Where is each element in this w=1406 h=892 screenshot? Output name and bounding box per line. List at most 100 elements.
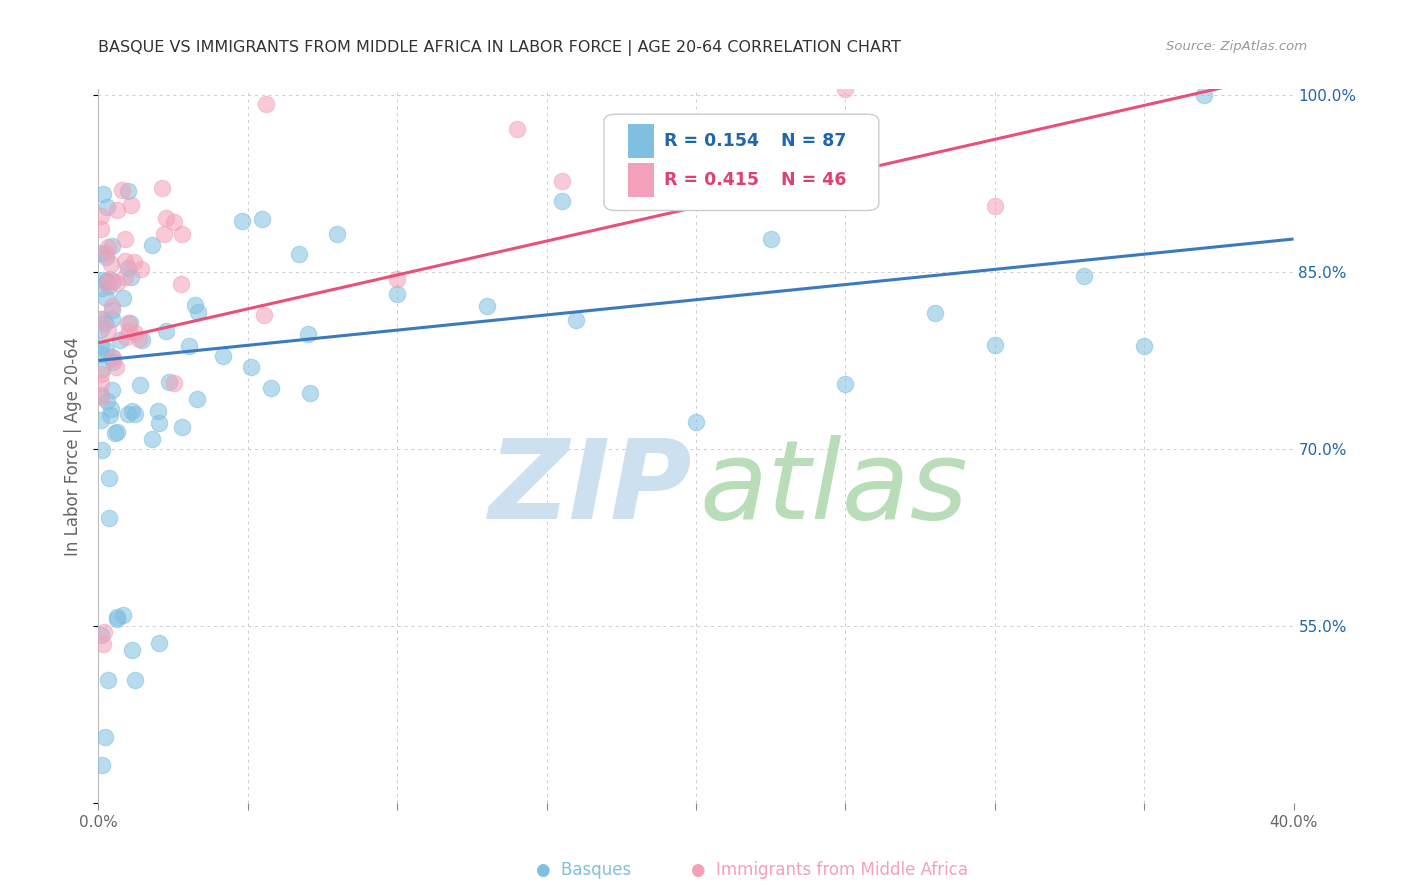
Point [114,253,136,268]
Text: R = 0.415: R = 0.415 [664,171,759,189]
Point [90,246,112,260]
Text: atlas: atlas [700,435,969,542]
Point [153,227,176,242]
Point [253,308,276,322]
Point [146,404,169,418]
Text: BASQUE VS IMMIGRANTS FROM MIDDLE AFRICA IN LABOR FORCE | AGE 20-64 CORRELATION C: BASQUE VS IMMIGRANTS FROM MIDDLE AFRICA … [98,40,901,56]
Point [114,330,136,344]
Point [120,269,142,284]
Point [96,246,118,260]
Point [475,299,498,313]
Point [118,324,141,338]
Point [1073,268,1095,283]
Point [101,351,124,365]
Point [297,327,319,342]
Point [96,291,118,305]
Point [90,390,112,404]
Text: N = 87: N = 87 [780,132,846,150]
Point [94,730,117,744]
Point [98,471,121,485]
Point [91,187,114,202]
Point [90,210,112,224]
Point [114,231,136,245]
Point [90,311,112,326]
Point [111,608,134,623]
Point [550,194,572,209]
Point [260,381,283,395]
Point [90,222,112,236]
Point [90,388,112,402]
Point [91,758,114,772]
Point [90,442,112,457]
Point [96,200,118,214]
Point [685,416,707,430]
Point [96,274,118,288]
Point [1133,339,1156,353]
Point [94,316,117,330]
Point [565,312,588,326]
Point [984,199,1007,213]
Point [96,277,118,291]
Point [124,326,146,340]
Point [162,376,184,390]
Point [184,298,207,312]
Point [834,82,856,96]
Point [177,339,200,353]
Point [685,162,707,177]
Point [187,305,209,319]
Point [94,250,117,264]
Point [148,416,170,430]
Point [94,343,117,357]
Point [124,407,146,421]
Point [101,238,124,252]
Point [112,291,135,305]
Point [105,425,128,440]
Point [90,339,112,353]
Point [97,510,120,524]
Point [91,273,114,287]
Point [101,355,124,369]
Point [104,360,127,375]
Point [924,306,946,320]
Point [105,276,128,290]
Point [186,392,208,407]
Point [90,413,112,427]
Point [97,323,120,337]
Point [163,215,186,229]
Point [101,274,124,288]
Point [98,272,121,286]
Point [108,334,131,348]
Point [96,394,118,409]
Point [231,213,253,227]
Point [117,260,139,275]
Point [131,333,153,347]
Point [100,383,122,397]
Point [172,420,194,434]
Point [105,202,128,217]
Bar [628,124,654,159]
Point [128,332,150,346]
Point [129,262,152,277]
Point [155,324,177,338]
Point [385,287,409,301]
Point [117,317,139,331]
Point [97,673,120,687]
Point [506,122,529,136]
Point [150,181,173,195]
Point [90,321,112,335]
Point [128,378,150,392]
Point [254,96,277,111]
Point [111,183,134,197]
Point [240,359,263,374]
Point [90,367,112,381]
Point [120,197,142,211]
Point [984,338,1007,352]
Point [141,432,163,446]
Point [122,255,145,269]
Point [96,274,118,288]
FancyBboxPatch shape [605,114,879,211]
Point [100,312,122,326]
Point [385,271,409,285]
Point [100,257,122,271]
Point [141,238,163,252]
